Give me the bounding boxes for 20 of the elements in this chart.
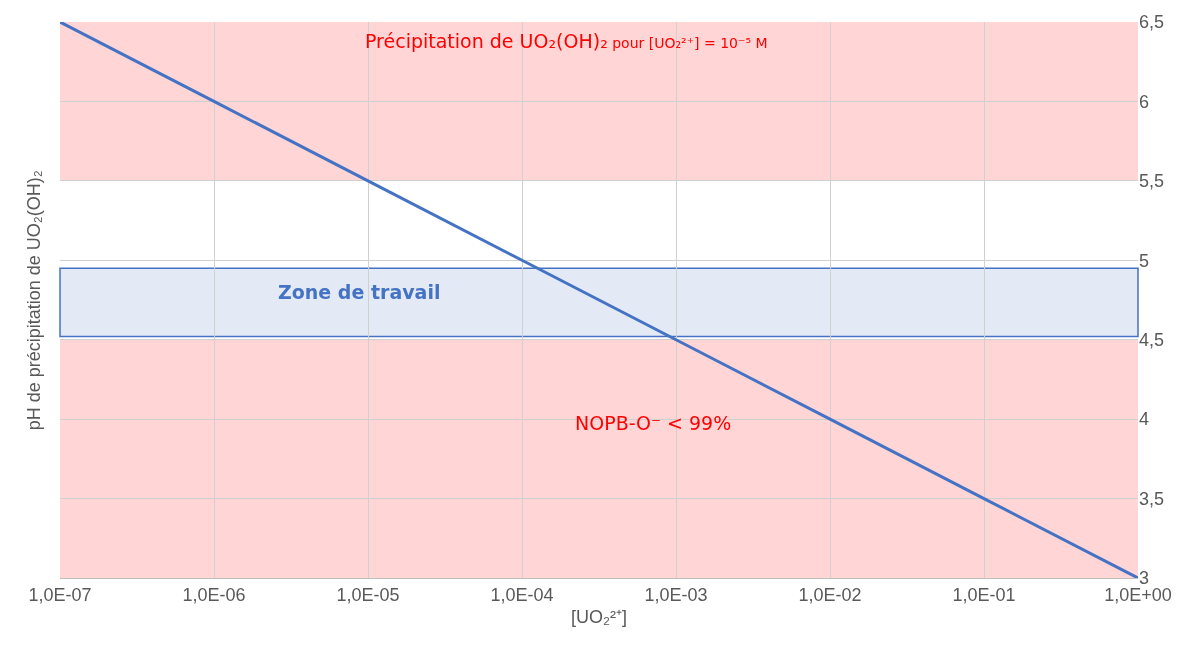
band-label: Précipitation de UO₂(OH)₂ pour [UO₂²⁺] = 10⁻⁵ M [365,30,768,52]
y-axis-title: pH de précipitation de UO₂(OH)₂ [24,170,45,431]
band-label: NOPB-O⁻ < 99% [575,412,732,434]
line-series [60,22,1138,578]
x-tick-label: 1,0E-05 [336,584,400,605]
y-tick-label: 5 [1139,250,1150,271]
y-tick-label: 3,5 [1139,488,1165,509]
x-tick-label: 1,0E-07 [28,584,92,605]
y-tick-label: 5,5 [1139,171,1165,192]
band-label: Zone de travail [278,281,441,303]
y-tick-label: 4,5 [1139,330,1165,351]
x-tick-label: 1,0E-01 [952,584,1016,605]
x-tick-label: 1,0E-06 [182,584,246,605]
x-tick-label: 1,0E-03 [644,584,708,605]
y-tick-label: 6 [1139,91,1150,112]
x-axis-title: [UO₂²⁺] [571,606,627,627]
y-tick-label: 6,5 [1139,12,1165,33]
y-tick-label: 4 [1139,409,1150,430]
x-tick-label: 1,0E-02 [798,584,862,605]
x-tick-label: 1,0E-04 [490,584,554,605]
